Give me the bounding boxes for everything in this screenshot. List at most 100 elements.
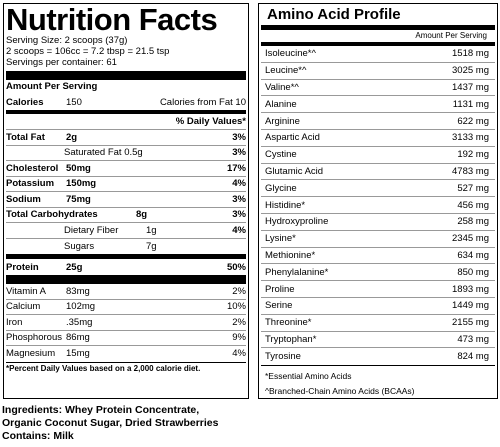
amino-amount-header: Amount Per Serving [415,31,487,40]
amino-row: Alanine 1131 mg [261,96,495,114]
amino-name: Arginine [265,115,300,127]
nutrient-pct: 4% [232,178,246,190]
nutrient-label: Total Fat [6,131,45,143]
amino-amount: 850 mg [457,266,489,278]
vitamin-value: 83mg [66,285,90,297]
amino-row: Tyrosine 824 mg [261,348,495,365]
amino-row: Glutamic Acid 4783 mg [261,164,495,181]
amino-amount: 622 mg [457,115,489,127]
amino-amount: 2345 mg [452,233,489,245]
amino-acid-panel: Amino Acid Profile Amount Per Serving Is… [258,3,498,399]
vitamin-value: 102mg [66,301,96,313]
amino-divider-bottom [261,365,495,367]
vitamin-row: Magnesium 15mg 4% [6,346,246,362]
scoops-equivalent: 2 scoops = 106cc = 7.2 tbsp = 21.5 tsp [6,46,170,57]
amino-amount: 2155 mg [452,317,489,329]
amino-row: Tryptophan* 473 mg [261,332,495,349]
vitamin-label: Calcium [6,301,41,313]
daily-value-header: % Daily Values* [6,114,246,130]
bcaa-note: ^Branched-Chain Amino Acids (BCAAs) [265,386,415,397]
vitamin-pct: 10% [226,301,246,313]
amino-name: Leucine*^ [265,65,307,77]
nutrient-label: Sugars [64,240,95,252]
nutrient-value: 7g [146,240,157,252]
amino-amount: 1893 mg [452,283,489,295]
nutrient-row: Cholesterol 50mg 17% [6,161,246,177]
nutrient-label: Potassium [6,178,55,190]
amino-row: Cystine 192 mg [261,147,495,164]
nutrient-value: 150mg [66,178,97,190]
amino-amount: 473 mg [457,333,489,345]
amino-name: Tyrosine [265,351,301,363]
nutrient-pct: 3% [232,131,246,143]
amino-name: Phenylalanine* [265,266,329,278]
amino-row: Histidine* 456 mg [261,197,495,214]
amino-row: Arginine 622 mg [261,113,495,130]
amino-name: Serine [265,300,293,312]
nutrition-facts-panel: Nutrition Facts Serving Size: 2 scoops (… [3,3,249,399]
nutrient-pct: 3% [232,209,246,221]
amino-name: Glycine [265,182,297,194]
amino-name: Methionine* [265,249,316,261]
vitamin-label: Vitamin A [6,285,46,297]
daily-value-footnote: *Percent Daily Values based on a 2,000 c… [6,363,201,373]
nutrient-row: Dietary Fiber 1g 4% [6,223,246,239]
divider-protein-top [6,254,246,259]
calories-label: Calories [6,96,44,108]
serving-size: Serving Size: 2 scoops (37g) [6,35,128,46]
amino-divider [261,42,495,46]
amino-name: Cystine [265,149,297,161]
nutrient-label: Total Carbohydrates [6,209,98,221]
vitamin-row: Calcium 102mg 10% [6,300,246,315]
nutrient-label: Sodium [6,193,41,205]
amino-amount: 1131 mg [452,98,489,110]
amino-name: Proline [265,283,295,295]
vitamin-row: Vitamin A 83mg 2% [6,284,246,300]
nutrient-value: 8g [136,209,148,221]
vitamin-value: 15mg [66,348,90,360]
amino-name: Alanine [265,98,297,110]
nutrient-label: Cholesterol [6,162,59,174]
amino-row: Leucine*^ 3025 mg [261,63,495,80]
amino-amount: 527 mg [457,182,489,194]
amino-row: Hydroxyproline 258 mg [261,214,495,231]
amino-row: Isoleucine*^ 1518 mg [261,46,495,63]
amino-row: Proline 1893 mg [261,281,495,298]
amino-amount: 634 mg [457,249,489,261]
nutrient-row: Sodium 75mg 3% [6,192,246,208]
servings-per-container: Servings per container: 61 [6,57,117,68]
amino-amount: 1437 mg [452,81,489,93]
amount-per-serving: Amount Per Serving [6,81,98,92]
ingredients-line-1: Ingredients: Whey Protein Concentrate, [2,404,200,416]
contains-allergen: Contains: Milk [2,430,74,442]
amino-amount: 192 mg [457,149,489,161]
amino-amount: 3025 mg [452,65,489,77]
vitamin-pct: 2% [232,285,246,297]
amino-amount: 456 mg [457,199,489,211]
essential-note: *Essential Amino Acids [265,371,352,382]
nutrition-facts-title: Nutrition Facts [6,2,218,37]
nutrient-value: 50mg [66,162,91,174]
nutrient-rows: Total Fat 2g 3% Saturated Fat 0.5g 3% Cholest… [6,130,246,254]
amino-name: Histidine* [265,199,306,211]
nutrient-value: 75mg [66,193,91,205]
amino-name: Threonine* [265,317,312,329]
vitamin-label: Phosphorous [6,332,62,344]
ingredients-line-2: Organic Coconut Sugar, Dried Strawberrie… [2,417,219,429]
nutrient-pct: 3% [232,147,246,159]
nutrient-value: 2g [66,131,78,143]
protein-label: Protein [6,261,39,273]
nutrient-label: Saturated Fat 0.5g [64,147,143,159]
vitamin-value: 86mg [66,332,90,344]
nutrient-pct: 3% [232,193,246,205]
amino-rows: Isoleucine*^ 1518 mg Leucine*^ 3025 mg Valin… [261,46,495,365]
amino-row: Valine*^ 1437 mg [261,80,495,97]
amino-divider-thick [261,25,495,30]
amino-name: Aspartic Acid [265,132,320,144]
nutrient-row: Saturated Fat 0.5g 3% [6,146,246,161]
vitamin-label: Iron [6,316,23,328]
amino-amount: 258 mg [457,216,489,228]
vitamin-pct: 4% [232,348,246,360]
amino-acid-title: Amino Acid Profile [267,6,401,23]
amino-row: Serine 1449 mg [261,298,495,315]
